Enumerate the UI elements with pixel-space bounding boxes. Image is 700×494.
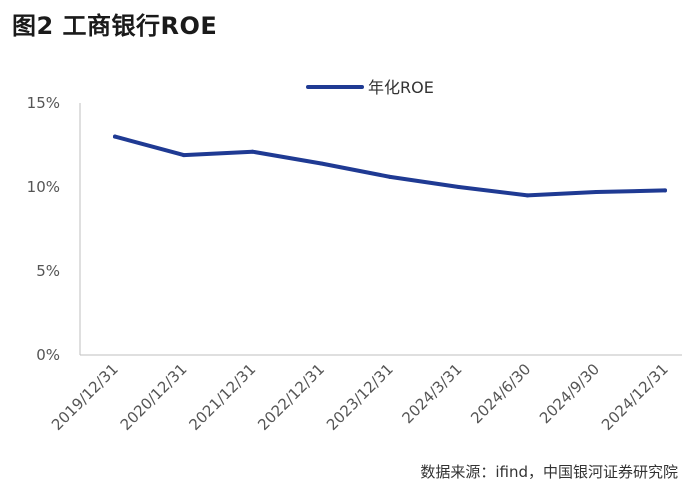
x-tick-labels: 2019/12/312020/12/312021/12/312022/12/31… [48,360,672,434]
data-point [250,149,255,154]
legend-label-roe: 年化ROE [368,78,434,97]
x-tick-label: 2022/12/31 [254,360,328,434]
data-point [181,153,186,158]
x-tick-label: 2021/12/31 [185,360,259,434]
y-tick-label: 0% [36,346,60,364]
x-tick-label: 2019/12/31 [48,360,122,434]
series-line-roe [113,134,667,198]
y-tick-labels: 0% 5% 10% 15% [27,94,60,364]
legend: 年化ROE [306,78,434,97]
x-tick-label: 2024/6/30 [467,360,534,427]
data-point [663,188,667,193]
x-tick-label: 2024/9/30 [536,360,603,427]
x-tick-label: 2020/12/31 [117,360,191,434]
data-point [594,190,599,195]
data-point [113,134,117,139]
data-point [319,161,324,166]
x-tick-label: 2024/12/31 [598,360,672,434]
y-tick-label: 10% [27,178,60,196]
x-tick-label: 2024/3/31 [398,360,465,427]
data-point [525,193,530,198]
y-tick-label: 5% [36,262,60,280]
source-note: 数据来源：ifind，中国银河证券研究院 [420,463,678,481]
data-point [388,174,392,179]
data-point [456,185,461,189]
y-tick-label: 15% [27,94,60,112]
figure-title: 图2 工商银行ROE [12,12,218,40]
x-tick-label: 2023/12/31 [323,360,397,434]
